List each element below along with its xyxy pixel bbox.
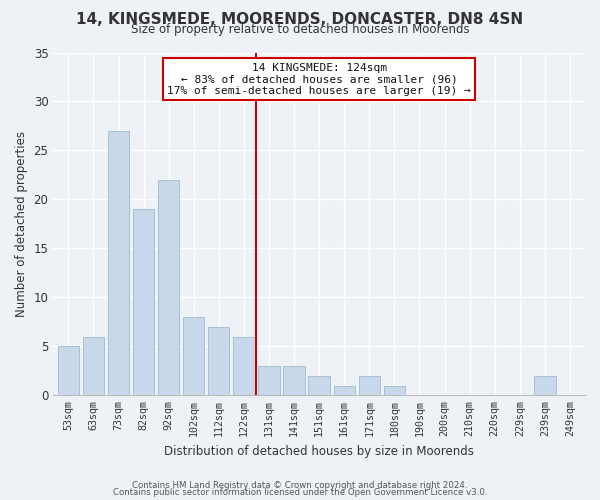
- Bar: [233, 336, 254, 396]
- Bar: [183, 317, 205, 396]
- Bar: [208, 326, 229, 396]
- Y-axis label: Number of detached properties: Number of detached properties: [15, 131, 28, 317]
- Text: Contains HM Land Registry data © Crown copyright and database right 2024.: Contains HM Land Registry data © Crown c…: [132, 480, 468, 490]
- Bar: [83, 336, 104, 396]
- Bar: [384, 386, 405, 396]
- Bar: [534, 376, 556, 396]
- Bar: [158, 180, 179, 396]
- Bar: [108, 131, 129, 396]
- Text: 14 KINGSMEDE: 124sqm
← 83% of detached houses are smaller (96)
17% of semi-detac: 14 KINGSMEDE: 124sqm ← 83% of detached h…: [167, 63, 471, 96]
- Bar: [359, 376, 380, 396]
- Bar: [259, 366, 280, 396]
- Text: Size of property relative to detached houses in Moorends: Size of property relative to detached ho…: [131, 22, 469, 36]
- Bar: [283, 366, 305, 396]
- Bar: [58, 346, 79, 396]
- Bar: [308, 376, 330, 396]
- Text: Contains public sector information licensed under the Open Government Licence v3: Contains public sector information licen…: [113, 488, 487, 497]
- Bar: [334, 386, 355, 396]
- Bar: [133, 209, 154, 396]
- X-axis label: Distribution of detached houses by size in Moorends: Distribution of detached houses by size …: [164, 444, 474, 458]
- Text: 14, KINGSMEDE, MOORENDS, DONCASTER, DN8 4SN: 14, KINGSMEDE, MOORENDS, DONCASTER, DN8 …: [76, 12, 524, 28]
